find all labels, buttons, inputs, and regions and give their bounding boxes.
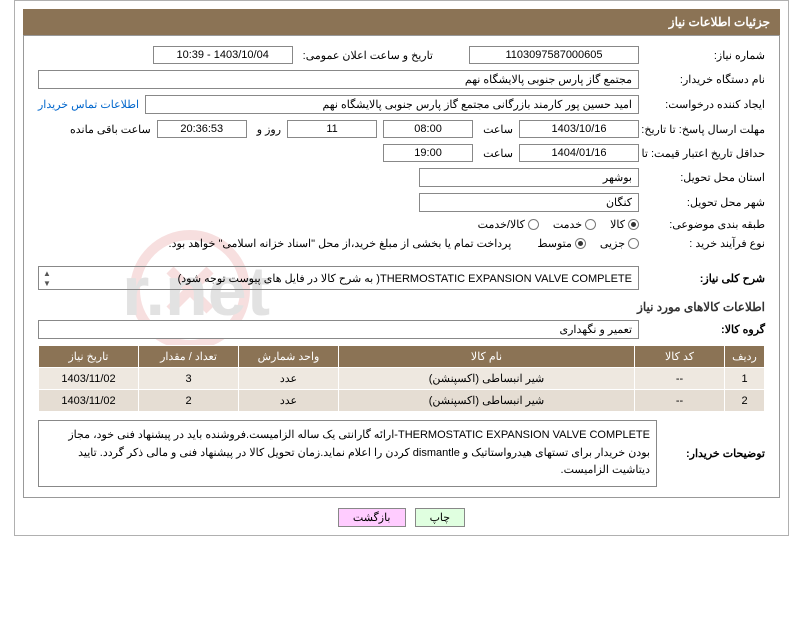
print-button[interactable]: چاپ xyxy=(415,508,466,527)
table-cell: 1 xyxy=(725,368,765,390)
radio-option[interactable]: کالا/خدمت xyxy=(478,218,539,231)
deadline-days-label: روز و xyxy=(253,123,281,136)
radio-label: کالا xyxy=(610,218,625,231)
table-header: ردیف xyxy=(725,346,765,368)
requester-label: ایجاد کننده درخواست: xyxy=(645,98,765,111)
announce-value: 1403/10/04 - 10:39 xyxy=(153,46,293,64)
table-cell: شیر انبساطی (اکسپنشن) xyxy=(339,390,635,412)
radio-label: جزیی xyxy=(600,237,625,250)
radio-dot-icon xyxy=(628,219,639,230)
deadline-time: 08:00 xyxy=(383,120,473,138)
radio-dot-icon xyxy=(585,219,596,230)
table-cell: 1403/11/02 xyxy=(39,390,139,412)
radio-dot-icon xyxy=(528,219,539,230)
table-cell: 2 xyxy=(725,390,765,412)
radio-option[interactable]: خدمت xyxy=(553,218,596,231)
radio-dot-icon xyxy=(575,238,586,249)
city-value: کنگان xyxy=(419,193,639,212)
scroll-up-icon[interactable]: ▲ xyxy=(41,269,53,279)
buyer-org-value: مجتمع گاز پارس جنوبی پالایشگاه نهم xyxy=(38,70,639,89)
buyer-org-label: نام دستگاه خریدار: xyxy=(645,73,765,86)
province-label: استان محل تحویل: xyxy=(645,171,765,184)
back-button[interactable]: بازگشت xyxy=(338,508,406,527)
table-cell: -- xyxy=(635,368,725,390)
validity-time: 19:00 xyxy=(383,144,473,162)
province-value: بوشهر xyxy=(419,168,639,187)
deadline-label: مهلت ارسال پاسخ: تا تاریخ: xyxy=(645,123,765,136)
announce-label: تاریخ و ساعت اعلان عمومی: xyxy=(299,49,433,62)
deadline-date: 1403/10/16 xyxy=(519,120,639,138)
table-header: تاریخ نیاز xyxy=(39,346,139,368)
buyer-notes-label: توضیحات خریدار: xyxy=(665,447,765,460)
scroll-down-icon[interactable]: ▼ xyxy=(41,279,53,289)
table-cell: 3 xyxy=(139,368,239,390)
radio-dot-icon xyxy=(628,238,639,249)
table-cell: عدد xyxy=(239,368,339,390)
general-desc-label: شرح کلی نیاز: xyxy=(645,272,765,285)
table-header: تعداد / مقدار xyxy=(139,346,239,368)
goods-group-label: گروه کالا: xyxy=(645,323,765,336)
table-cell: 2 xyxy=(139,390,239,412)
table-header: نام کالا xyxy=(339,346,635,368)
subject-class-label: طبقه بندی موضوعی: xyxy=(645,218,765,231)
table-cell: شیر انبساطی (اکسپنشن) xyxy=(339,368,635,390)
buy-process-group: جزیی متوسط xyxy=(537,237,639,250)
radio-label: متوسط xyxy=(537,237,572,250)
table-header: کد کالا xyxy=(635,346,725,368)
table-cell: -- xyxy=(635,390,725,412)
validity-time-label: ساعت xyxy=(479,147,513,160)
deadline-remain-label: ساعت باقی مانده xyxy=(66,123,151,136)
city-label: شهر محل تحویل: xyxy=(645,196,765,209)
goods-table: ردیفکد کالانام کالاواحد شمارشتعداد / مقد… xyxy=(38,345,765,412)
validity-date: 1404/01/16 xyxy=(519,144,639,162)
table-row: 2--شیر انبساطی (اکسپنشن)عدد21403/11/02 xyxy=(39,390,765,412)
table-header: واحد شمارش xyxy=(239,346,339,368)
contact-link[interactable]: اطلاعات تماس خریدار xyxy=(38,98,139,111)
table-cell: 1403/11/02 xyxy=(39,368,139,390)
requester-value: امید حسین پور کارمند بازرگانی مجتمع گاز … xyxy=(145,95,639,114)
radio-option[interactable]: جزیی xyxy=(600,237,639,250)
need-number-value: 1103097587000605 xyxy=(469,46,639,64)
buy-process-label: نوع فرآیند خرید : xyxy=(645,237,765,250)
goods-group-value: تعمیر و نگهداری xyxy=(38,320,639,339)
radio-label: کالا/خدمت xyxy=(478,218,525,231)
goods-section-title: اطلاعات کالاهای مورد نیاز xyxy=(38,300,765,314)
radio-option[interactable]: متوسط xyxy=(537,237,586,250)
buyer-notes-value: THERMOSTATIC EXPANSION VALVE COMPLETE-ار… xyxy=(38,420,657,487)
deadline-time-label: ساعت xyxy=(479,123,513,136)
radio-label: خدمت xyxy=(553,218,582,231)
buy-process-note: پرداخت تمام یا بخشی از مبلغ خرید،از محل … xyxy=(165,237,512,250)
deadline-countdown: 20:36:53 xyxy=(157,120,247,138)
page-title: جزئیات اطلاعات نیاز xyxy=(23,9,780,35)
radio-option[interactable]: کالا xyxy=(610,218,639,231)
validity-label: حداقل تاریخ اعتبار قیمت: تا تاریخ: xyxy=(645,147,765,160)
need-number-label: شماره نیاز: xyxy=(645,49,765,62)
general-desc-value[interactable]: THERMOSTATIC EXPANSION VALVE COMPLETE( ب… xyxy=(38,266,639,290)
table-row: 1--شیر انبساطی (اکسپنشن)عدد31403/11/02 xyxy=(39,368,765,390)
deadline-days: 11 xyxy=(287,120,377,138)
table-cell: عدد xyxy=(239,390,339,412)
subject-class-group: کالا خدمت کالا/خدمت xyxy=(478,218,639,231)
